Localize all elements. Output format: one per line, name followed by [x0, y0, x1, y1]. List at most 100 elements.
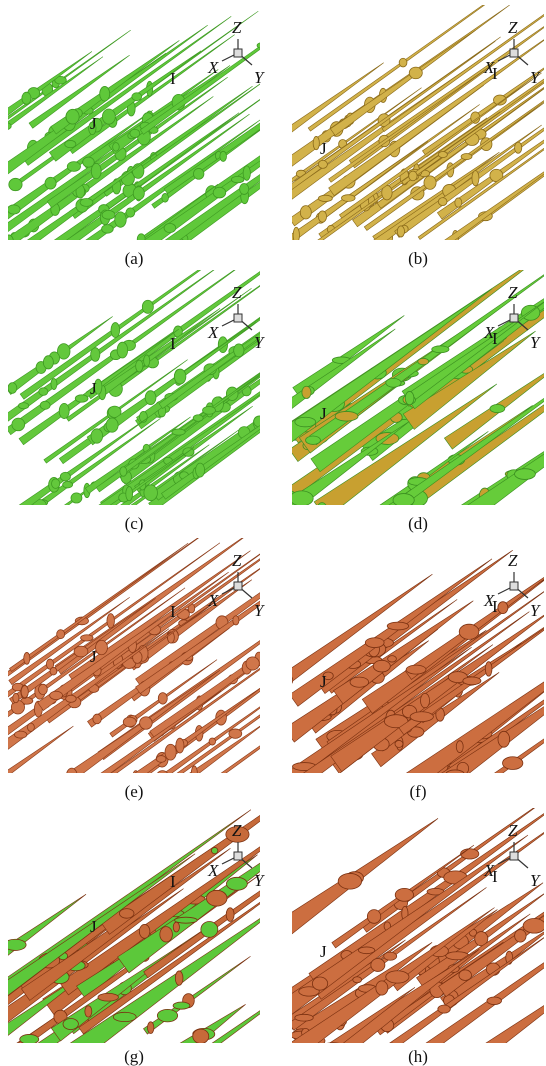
label-i: I [170, 334, 176, 353]
vortex-blob [71, 524, 79, 530]
vortex-blob [312, 977, 327, 990]
axis-z: Z [232, 18, 242, 37]
vortex-blob [286, 720, 292, 734]
vortex-blob [193, 168, 203, 179]
vortex-blob [209, 738, 216, 745]
vortex-render [254, 232, 546, 551]
vortex-blob [67, 162, 80, 172]
caption: (g) [124, 1047, 144, 1066]
vortex-blob [24, 652, 30, 664]
vortex-tube [93, 523, 311, 680]
label-j: J [320, 942, 327, 961]
vortex-blob [485, 662, 492, 676]
vortex-blob [231, 176, 244, 182]
vortex-blob [296, 1042, 316, 1052]
vortex-blob [80, 520, 89, 531]
vortex-blob [387, 1043, 395, 1050]
vortex-blob [158, 693, 167, 705]
vortex-blob [63, 481, 73, 487]
vortex-blob [384, 952, 397, 960]
label-i: I [170, 69, 176, 88]
label-j: J [90, 114, 97, 133]
vortex-blob [123, 717, 136, 727]
axis-cube [510, 852, 518, 860]
vortex-blob [318, 160, 327, 168]
vortex-blob [0, 1020, 3, 1031]
vortex-blob [280, 158, 287, 165]
vortex-blob [438, 1005, 451, 1013]
vortex-blob [156, 756, 166, 763]
vortex-blob [102, 109, 115, 124]
vortex-blob [113, 1012, 136, 1021]
vortex-blob [111, 323, 120, 338]
vortex-blob [386, 378, 401, 387]
vortex-blob [363, 511, 373, 524]
vortex-blob [438, 198, 447, 206]
vortex-blob [170, 781, 179, 794]
vortex-blob [277, 725, 285, 739]
vortex-blob [358, 947, 374, 954]
vortex-blob [66, 109, 79, 124]
vortex-blob [7, 205, 20, 214]
vortex-blob [325, 1046, 345, 1058]
vortex-blob [302, 386, 311, 398]
axis-x: X [207, 323, 219, 342]
vortex-blob [144, 355, 150, 367]
vortex-blob [172, 429, 185, 435]
caption: (c) [125, 514, 144, 533]
vortex-blob [145, 391, 156, 405]
caption: (d) [408, 514, 428, 533]
vortex-blob [60, 472, 70, 481]
vortex-blob [117, 342, 128, 358]
vortex-blob [107, 614, 115, 628]
vortex-blob [157, 1009, 177, 1022]
vortex-blob [162, 193, 169, 202]
vortex-blob [455, 198, 462, 207]
vortex-blob [66, 695, 77, 702]
vortex-blob [93, 714, 101, 724]
label-j: J [320, 139, 327, 158]
caption: (b) [408, 249, 428, 268]
vortex-blob [350, 677, 369, 687]
vortex-blob [12, 418, 25, 431]
vortex-tube [163, 720, 268, 797]
label-j: J [90, 647, 97, 666]
vortex-blob [50, 667, 57, 675]
vortex-blob [503, 757, 523, 770]
vortex-blob [399, 58, 407, 67]
vortex-blob [213, 187, 226, 198]
vortex-blob [27, 256, 35, 268]
axis-z: Z [232, 283, 242, 302]
vortex-blob [515, 469, 536, 480]
vortex-blob [300, 206, 311, 219]
vortex-tube [330, 30, 475, 135]
vortex-blob [440, 517, 448, 533]
vortex-blob [267, 440, 277, 452]
axis-x: X [207, 58, 219, 77]
vortex-blob [257, 42, 269, 48]
vortex-blob [106, 418, 118, 432]
panel: ZXYIJ(f) [248, 550, 546, 821]
vortex-blob [175, 917, 198, 923]
vortex-blob [233, 616, 239, 625]
vortex-blob [193, 415, 203, 422]
vortex-blob [290, 491, 313, 506]
vortex-blob [456, 741, 463, 753]
axis-x: X [207, 861, 219, 880]
vortex-blob [54, 534, 62, 545]
vortex-blob [22, 92, 31, 104]
vortex-blob [165, 744, 176, 760]
vortex-blob [446, 770, 464, 778]
vortex-blob [80, 514, 89, 526]
vortex-blob [266, 164, 277, 174]
vortex-blob [371, 959, 385, 972]
vortex-blob [157, 1055, 179, 1064]
vortex-blob [75, 395, 88, 402]
label-i: I [492, 597, 498, 616]
vortex-blob [318, 195, 332, 201]
axis-cube [234, 582, 242, 590]
axis-cube [234, 314, 242, 322]
vortex-blob [156, 771, 169, 784]
axis-y: Y [254, 333, 265, 352]
axis-z: Z [508, 18, 518, 37]
